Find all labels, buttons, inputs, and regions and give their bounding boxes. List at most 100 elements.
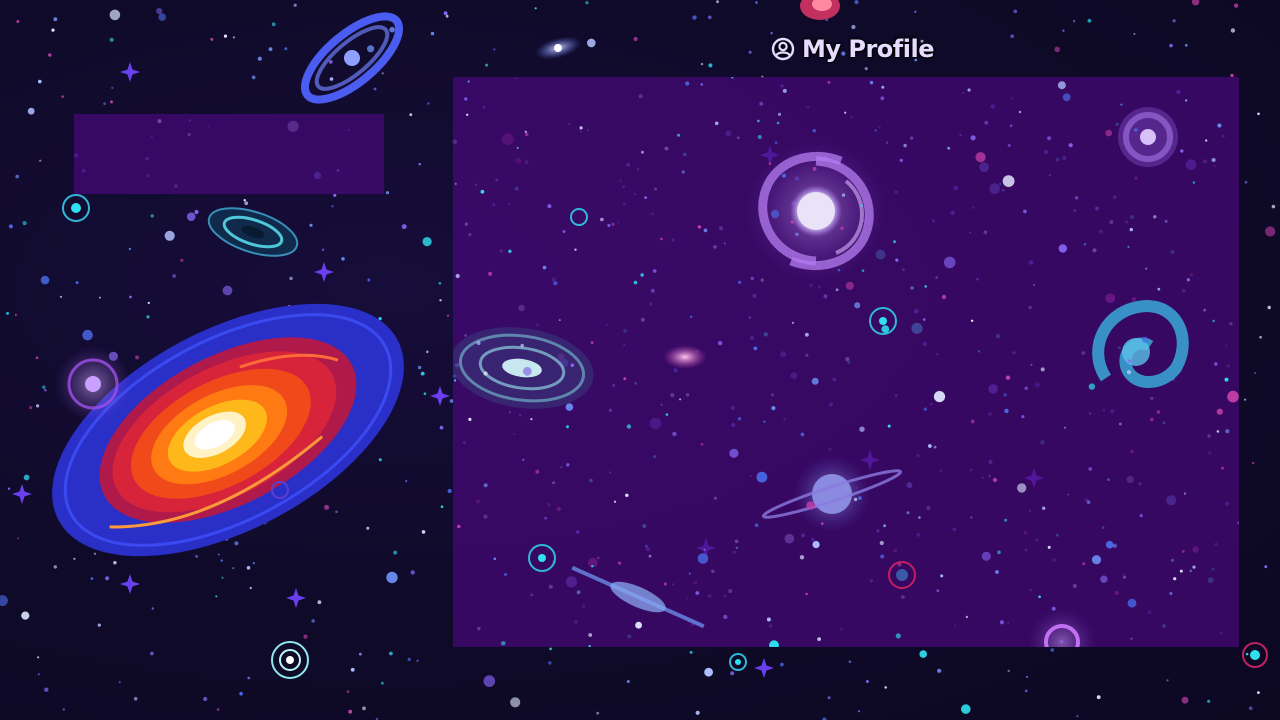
ring-dots xyxy=(62,194,1268,671)
panel-star xyxy=(607,223,611,228)
bg-star xyxy=(1166,679,1169,682)
bg-star xyxy=(118,681,121,684)
panel-star xyxy=(1181,550,1185,553)
bg-star xyxy=(37,673,40,676)
panel-star xyxy=(574,248,577,251)
bright-spiral-galaxy xyxy=(746,141,886,281)
panel-star xyxy=(501,641,506,646)
panel-star xyxy=(840,226,844,230)
panel-star xyxy=(1120,103,1123,106)
bg-star xyxy=(378,317,382,321)
bg-star xyxy=(180,258,184,262)
bg-star xyxy=(381,681,384,685)
bg-star xyxy=(311,619,316,623)
bg-star xyxy=(1181,696,1189,704)
bg-star xyxy=(93,552,97,555)
panel-star xyxy=(1203,308,1207,312)
panel-star xyxy=(975,152,986,163)
bg-star xyxy=(1184,43,1188,47)
bg-star xyxy=(1252,461,1255,465)
panel-star xyxy=(806,501,815,510)
panel-star xyxy=(1047,545,1051,549)
bg-star xyxy=(1013,9,1018,14)
panel-star xyxy=(874,129,877,132)
panel-star xyxy=(817,637,821,641)
bg-star xyxy=(333,193,337,197)
bg-star xyxy=(426,350,429,354)
panel-star xyxy=(522,366,532,376)
bg-star xyxy=(692,15,697,20)
panel-star xyxy=(1164,219,1168,223)
bg-star xyxy=(716,0,719,4)
panel-star xyxy=(1127,598,1137,608)
panel-star xyxy=(1009,124,1013,128)
panel-star xyxy=(581,377,584,380)
bg-star xyxy=(1169,43,1173,48)
panel-star xyxy=(626,424,632,429)
bg-star xyxy=(748,50,752,54)
bg-star xyxy=(17,537,19,540)
panel-star xyxy=(928,444,932,448)
bg-star xyxy=(393,550,398,555)
bg-star xyxy=(822,717,827,720)
bg-star xyxy=(1010,34,1015,39)
bg-star xyxy=(1087,18,1092,23)
bg-star xyxy=(1248,706,1253,710)
bg-star xyxy=(587,38,596,48)
bg-star xyxy=(1050,648,1055,652)
bg-star xyxy=(689,650,693,654)
panel-star xyxy=(565,403,574,411)
bg-star xyxy=(303,634,308,639)
bg-star xyxy=(848,660,852,663)
panel-star xyxy=(774,141,778,145)
bg-star xyxy=(375,717,379,720)
bg-star xyxy=(111,86,114,89)
panel-star xyxy=(576,590,581,595)
bg-star xyxy=(418,163,421,166)
sparkle-star xyxy=(120,62,140,82)
bg-star xyxy=(549,647,552,651)
my-profile-link[interactable]: My Profile xyxy=(770,34,934,64)
bg-star xyxy=(23,474,30,481)
panel-star xyxy=(805,592,808,596)
bg-star xyxy=(103,102,106,105)
panel-star xyxy=(488,271,493,276)
panel-star xyxy=(1005,375,1011,380)
bg-star xyxy=(234,541,239,546)
bg-star xyxy=(346,690,350,693)
panel-star xyxy=(468,417,472,421)
panel-star xyxy=(508,411,511,414)
panel-ring-dots xyxy=(528,208,916,589)
bg-star xyxy=(194,209,199,215)
bg-star xyxy=(129,295,132,299)
panel-star xyxy=(558,319,561,322)
bg-star xyxy=(770,32,773,35)
panel-star xyxy=(887,424,891,428)
bg-star xyxy=(1054,46,1060,53)
bg-star xyxy=(405,479,408,483)
panel-star xyxy=(967,88,971,92)
panel-star xyxy=(648,554,652,558)
bg-star xyxy=(1259,335,1262,339)
bg-star xyxy=(40,275,50,285)
sparkle-star xyxy=(314,262,334,282)
panel-star xyxy=(1119,422,1122,426)
panel-star xyxy=(660,237,663,241)
bg-star xyxy=(133,697,138,701)
bg-star xyxy=(358,652,362,656)
bg-star xyxy=(324,504,330,510)
panel-star xyxy=(910,286,914,290)
panel-star xyxy=(688,572,691,575)
panel-star-field xyxy=(454,77,1239,647)
bg-star xyxy=(367,278,371,282)
panel-star xyxy=(454,379,457,382)
panel-star xyxy=(1212,319,1215,323)
bg-star xyxy=(1191,0,1200,6)
bg-star xyxy=(113,561,117,565)
panel-star xyxy=(771,406,776,411)
panel-star xyxy=(617,561,622,565)
panel-star xyxy=(970,319,974,322)
bg-star xyxy=(1073,20,1076,23)
panel-star xyxy=(679,398,682,401)
bg-star xyxy=(36,404,40,408)
